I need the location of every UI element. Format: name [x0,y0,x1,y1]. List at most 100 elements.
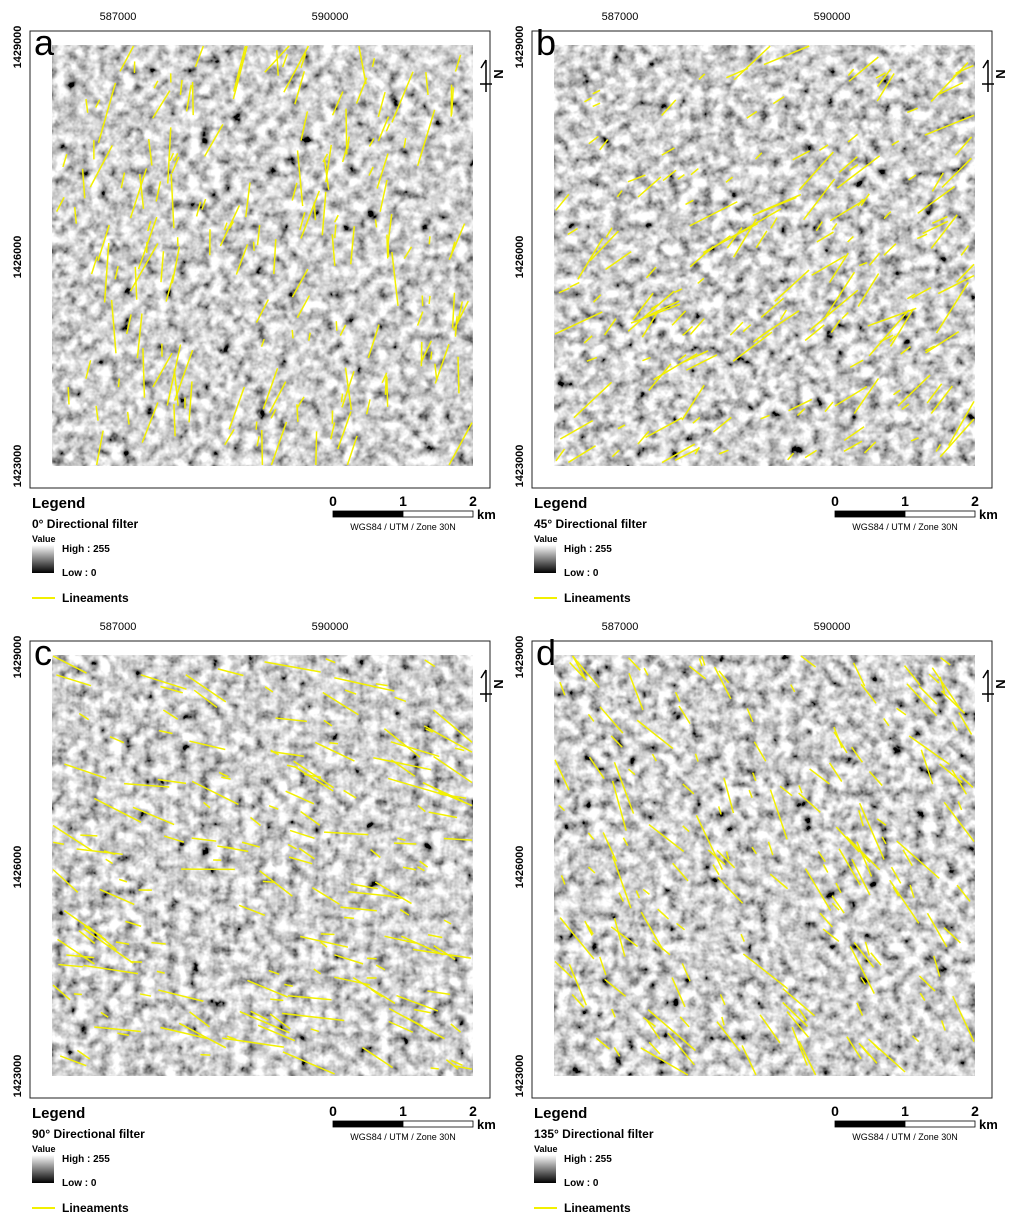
lineament [191,837,217,842]
north-arrow: N [982,59,1008,92]
legend-filter: 0° Directional filter [32,517,138,531]
lineament [331,234,336,266]
lineament [907,107,918,114]
lineament [188,381,193,423]
lineament [695,815,723,870]
lineament [310,1028,320,1033]
lineament [896,840,940,879]
lineament [152,352,173,388]
lineament [637,176,662,198]
lineament [640,911,664,951]
lineament [790,684,796,693]
lineament [788,398,813,412]
lineament [405,1016,424,1028]
lineament [119,45,135,72]
lineament [81,168,86,199]
lineament [868,252,881,266]
scale-unit: km [477,507,496,522]
lineament [115,941,130,945]
lineament [628,657,641,671]
north-arrow: N [480,669,506,702]
lineament [291,329,294,339]
lineament [868,309,910,357]
lineament [64,763,107,779]
lineament [287,995,332,1001]
lineament [824,401,834,413]
legend-title: Legend [534,1105,587,1122]
lineament [587,832,595,840]
lineament [717,876,744,904]
north-label: N [993,69,1008,78]
lineament [630,303,681,324]
lineament [569,281,580,288]
lineament [723,777,735,814]
lineament [275,717,307,723]
lineament [689,245,714,268]
legend-title: Legend [32,1105,85,1122]
lineament [397,837,406,841]
lineament [255,421,258,430]
legend-value: Value [32,1144,56,1154]
lineament [434,344,450,384]
lineament [152,90,171,119]
legend-ramp [32,1155,54,1183]
lineament [396,994,439,1012]
lineament [428,236,431,245]
lineament [73,993,82,996]
lineament [95,405,99,421]
lineament [925,345,936,352]
lineament [698,658,703,667]
lineament [571,655,600,689]
lineament [344,916,355,920]
north-arrow: N [480,59,506,92]
lineament [158,989,204,1002]
lineament [85,98,89,113]
lineament [671,977,686,1008]
lineament [769,873,789,890]
lineament [682,825,690,833]
lineament [233,45,247,92]
lineament [325,144,332,183]
lineament [97,82,117,144]
lineament [147,139,153,166]
lineament [690,167,699,176]
lineament [729,321,744,336]
lineament [368,138,375,147]
lineament [610,926,639,948]
lineament [811,255,846,276]
lineament [890,866,902,884]
lineament [856,841,873,877]
lineament [919,992,926,1001]
lineament [803,178,836,221]
lineament [611,780,627,831]
lineament [809,289,859,331]
lineament [300,935,349,948]
lineament [85,360,92,379]
lineament [67,387,70,405]
lineament [201,198,207,210]
lineament [883,211,892,220]
lineament [300,111,309,141]
lineament [346,136,350,149]
crs-label: WGS84 / UTM / Zone 30N [350,522,456,532]
lineament [226,1035,237,1041]
lineament [642,1016,656,1028]
lineament [959,774,974,788]
lineament [587,713,595,722]
lineament [792,150,811,161]
lineament [335,321,338,331]
lineament [558,804,566,812]
lineament [712,416,732,433]
lineament [957,801,963,811]
lineament [250,1010,269,1021]
lineament [760,297,785,318]
lineament [371,58,376,68]
lineament [191,81,194,116]
lineament [627,290,675,332]
lineament [439,793,467,799]
lineament [716,1021,741,1052]
raster-image [52,45,473,466]
lineament [178,1022,227,1049]
lineament [375,683,388,687]
lineament [848,163,859,172]
